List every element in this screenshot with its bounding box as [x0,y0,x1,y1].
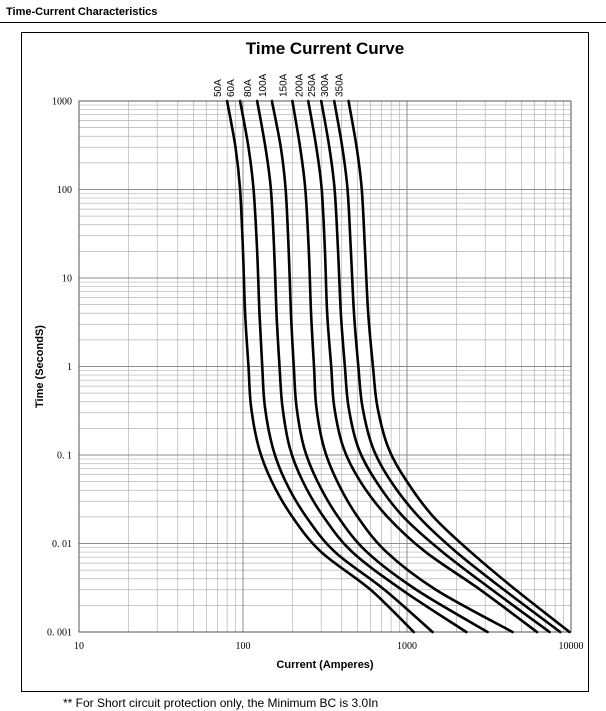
footnote: ** For Short circuit protection only, th… [63,696,379,710]
x-axis-label: Current (Amperes) [276,659,374,671]
series-label-350a: 350A [335,73,346,97]
curve-200a [306,99,539,634]
y-tick-label: 10 [62,274,72,285]
series-label-150a: 150A [278,73,289,97]
y-tick-label: 1000 [52,97,72,108]
x-tick-label: 10 [74,641,84,652]
series-label-80a: 80A [243,79,254,97]
chart-title: Time Current Curve [246,39,404,58]
series-label-200a: 200A [294,73,305,97]
x-tick-label: 1000 [397,641,417,652]
section-title: Time-Current Characteristics [6,6,158,18]
curve-50a [225,99,416,634]
series-label-50a: 50A [213,79,224,97]
series-label-100a: 100A [258,73,269,97]
x-tick-label: 100 [236,641,251,652]
y-tick-label: 0. 001 [47,628,72,639]
curve-250a [319,99,551,634]
curve-100a [270,99,489,634]
y-axis-label: Time (SecondS) [34,325,46,408]
section-header: Time-Current Characteristics [0,0,606,23]
series-label-300a: 300A [320,73,331,97]
curve-350a [347,99,571,634]
curve-60a [238,99,434,634]
series-label-250a: 250A [307,73,318,97]
y-tick-label: 0. 01 [52,539,72,550]
curve-80a [255,99,468,634]
curve-300a [332,99,562,634]
chart-frame [21,32,589,692]
y-tick-label: 0. 1 [57,451,72,462]
y-tick-label: 100 [57,185,72,196]
curve-150a [291,99,514,634]
series-label-60a: 60A [226,79,237,97]
x-tick-label: 10000 [559,641,584,652]
plot-area [78,100,572,633]
y-tick-label: 1 [67,362,72,373]
